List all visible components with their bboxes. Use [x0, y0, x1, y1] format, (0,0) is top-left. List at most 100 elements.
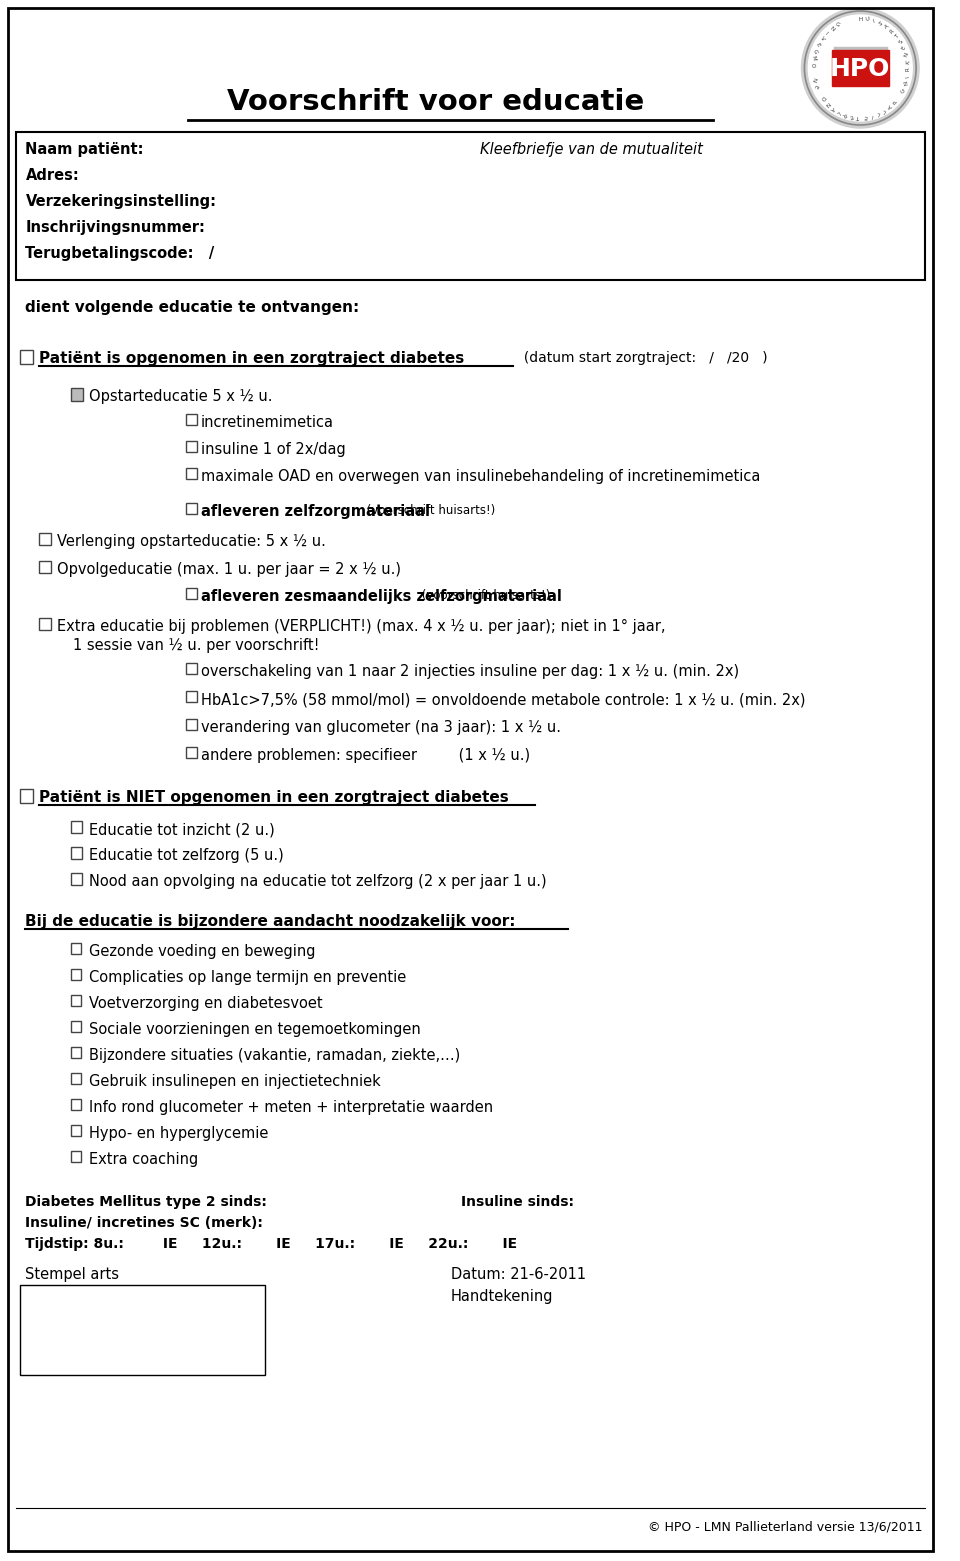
Bar: [70, 1047, 82, 1058]
Text: © HPO - LMN Pallieterland versie 13/6/2011: © HPO - LMN Pallieterland versie 13/6/20…: [649, 1520, 923, 1533]
Text: O: O: [809, 62, 815, 67]
Text: A: A: [887, 103, 894, 109]
Text: Gezonde voeding en beweging: Gezonde voeding en beweging: [89, 944, 316, 958]
Bar: [70, 389, 84, 401]
Bar: [186, 468, 197, 479]
Text: Naam patiënt:: Naam patiënt:: [26, 142, 144, 158]
Text: maximale OAD en overwegen van insulinebehandeling of incretinemimetica: maximale OAD en overwegen van insulinebe…: [201, 468, 760, 484]
Text: Bijzondere situaties (vakantie, ramadan, ziekte,…): Bijzondere situaties (vakantie, ramadan,…: [89, 1047, 461, 1063]
Text: H: H: [858, 17, 862, 22]
Text: M: M: [810, 55, 816, 61]
Bar: [70, 1072, 82, 1083]
Text: dient volgende educatie te ontvangen:: dient volgende educatie te ontvangen:: [26, 300, 360, 315]
Bar: [70, 1021, 82, 1032]
Bar: [39, 532, 51, 545]
Text: Educatie tot inzicht (2 u.): Educatie tot inzicht (2 u.): [89, 823, 275, 837]
Bar: [15, 133, 924, 279]
Bar: [186, 414, 197, 425]
Text: U: U: [865, 17, 870, 22]
Bar: [70, 821, 83, 834]
Text: Datum: 21-6-2011: Datum: 21-6-2011: [450, 1268, 586, 1282]
Text: (voorschrift huisarts!): (voorschrift huisarts!): [363, 504, 494, 517]
Bar: [186, 503, 197, 514]
Text: T: T: [894, 33, 900, 39]
Text: R: R: [889, 28, 895, 34]
Text: (datum start zorgtraject:   /   /20   ): (datum start zorgtraject: / /20 ): [516, 351, 768, 365]
Text: andere problemen: specifieer         (1 x ½ u.): andere problemen: specifieer (1 x ½ u.): [201, 748, 530, 763]
Text: L: L: [836, 109, 841, 114]
Text: Sociale voorzieningen en tegemoetkomingen: Sociale voorzieningen en tegemoetkominge…: [89, 1022, 420, 1037]
Text: Insuline/ incretines SC (merk):: Insuline/ incretines SC (merk):: [26, 1216, 263, 1230]
Bar: [70, 994, 82, 1005]
Text: Kleefbriefje van de mutualiteit: Kleefbriefje van de mutualiteit: [480, 142, 703, 158]
Bar: [39, 618, 51, 631]
Text: N: N: [828, 25, 835, 31]
Text: Patiënt is NIET opgenomen in een zorgtraject diabetes: Patiënt is NIET opgenomen in een zorgtra…: [39, 790, 509, 805]
Text: L: L: [876, 111, 881, 116]
Text: Hypo- en hyperglycemie: Hypo- en hyperglycemie: [89, 1125, 269, 1141]
Bar: [186, 748, 197, 759]
Bar: [70, 1150, 82, 1161]
Bar: [186, 588, 197, 599]
Text: overschakeling van 1 naar 2 injecties insuline per dag: 1 x ½ u. (min. 2x): overschakeling van 1 naar 2 injecties in…: [201, 663, 739, 679]
Text: G: G: [834, 22, 841, 28]
Bar: [186, 663, 197, 674]
Text: verandering van glucometer (na 3 jaar): 1 x ½ u.: verandering van glucometer (na 3 jaar): …: [201, 720, 561, 735]
Text: T: T: [856, 114, 860, 120]
Text: afleveren zesmaandelijks zelfzorgmateriaal: afleveren zesmaandelijks zelfzorgmateria…: [201, 588, 562, 604]
Bar: [70, 969, 82, 980]
Text: D: D: [819, 95, 826, 101]
Text: Handtekening: Handtekening: [450, 1289, 553, 1303]
Text: Stempel arts: Stempel arts: [26, 1268, 119, 1282]
Text: Extra educatie bij problemen (VERPLICHT!) (max. 4 x ½ u. per jaar); niet in 1° j: Extra educatie bij problemen (VERPLICHT!…: [57, 620, 665, 634]
Text: Diabetes Mellitus type 2 sinds:: Diabetes Mellitus type 2 sinds:: [26, 1196, 267, 1210]
Text: E: E: [863, 114, 867, 119]
Text: Opvolgeducatie (max. 1 u. per jaar = 2 x ½ u.): Opvolgeducatie (max. 1 u. per jaar = 2 x…: [57, 562, 401, 578]
Text: I: I: [871, 112, 874, 119]
Bar: [39, 560, 51, 573]
Bar: [186, 720, 197, 731]
Bar: [19, 1285, 265, 1375]
Text: I: I: [873, 19, 876, 23]
Text: I: I: [824, 31, 828, 36]
Text: N: N: [903, 53, 909, 58]
Text: V: V: [819, 36, 825, 42]
Text: Info rond glucometer + meten + interpretatie waarden: Info rond glucometer + meten + interpret…: [89, 1101, 493, 1115]
Text: Extra coaching: Extra coaching: [89, 1152, 199, 1168]
Bar: [70, 943, 82, 954]
Bar: [70, 873, 83, 885]
Text: E: E: [850, 114, 853, 119]
Bar: [19, 788, 34, 802]
Bar: [70, 1099, 82, 1110]
Text: HPO: HPO: [830, 58, 891, 81]
Text: S: S: [898, 39, 904, 45]
Circle shape: [808, 16, 912, 122]
Text: Tijdstip: 8u.:        IE     12u.:       IE     17u.:       IE     22u.:       I: Tijdstip: 8u.: IE 12u.: IE 17u.: IE 22u.…: [26, 1236, 517, 1250]
Text: (voorschrift huisarts!): (voorschrift huisarts!): [419, 588, 551, 603]
Text: Voorschrift voor educatie: Voorschrift voor educatie: [228, 87, 645, 116]
Text: P: P: [893, 98, 899, 105]
Text: N: N: [903, 80, 909, 86]
Text: L: L: [882, 108, 887, 112]
Text: Inschrijvingsnummer:: Inschrijvingsnummer:: [26, 220, 205, 236]
Text: Voetverzorging en diabetesvoet: Voetverzorging en diabetesvoet: [89, 996, 323, 1012]
Text: R: R: [842, 111, 848, 117]
Text: R: R: [905, 67, 911, 70]
Text: Verzekeringsinstelling:: Verzekeringsinstelling:: [26, 194, 216, 209]
Bar: [186, 692, 197, 702]
Text: Educatie tot zelfzorg (5 u.): Educatie tot zelfzorg (5 u.): [89, 848, 284, 863]
Bar: [832, 50, 889, 86]
Text: N: N: [810, 76, 816, 81]
Text: A: A: [883, 23, 890, 30]
Text: Nood aan opvolging na educatie tot zelfzorg (2 x per jaar 1 u.): Nood aan opvolging na educatie tot zelfz…: [89, 874, 547, 890]
Text: Insuline sinds:: Insuline sinds:: [461, 1196, 573, 1210]
Text: Terugbetalingscode:   /: Terugbetalingscode: /: [26, 247, 215, 261]
Text: S: S: [877, 20, 883, 27]
Bar: [70, 1125, 82, 1136]
Text: Gebruik insulinepen en injectietechniek: Gebruik insulinepen en injectietechniek: [89, 1074, 381, 1090]
Text: Patiënt is opgenomen in een zorgtraject diabetes: Patiënt is opgenomen in een zorgtraject …: [39, 351, 465, 365]
Bar: [186, 442, 197, 453]
Text: afleveren zelfzorgmateriaal: afleveren zelfzorgmateriaal: [201, 504, 430, 518]
Bar: [19, 350, 34, 364]
Text: Adres:: Adres:: [26, 169, 80, 183]
